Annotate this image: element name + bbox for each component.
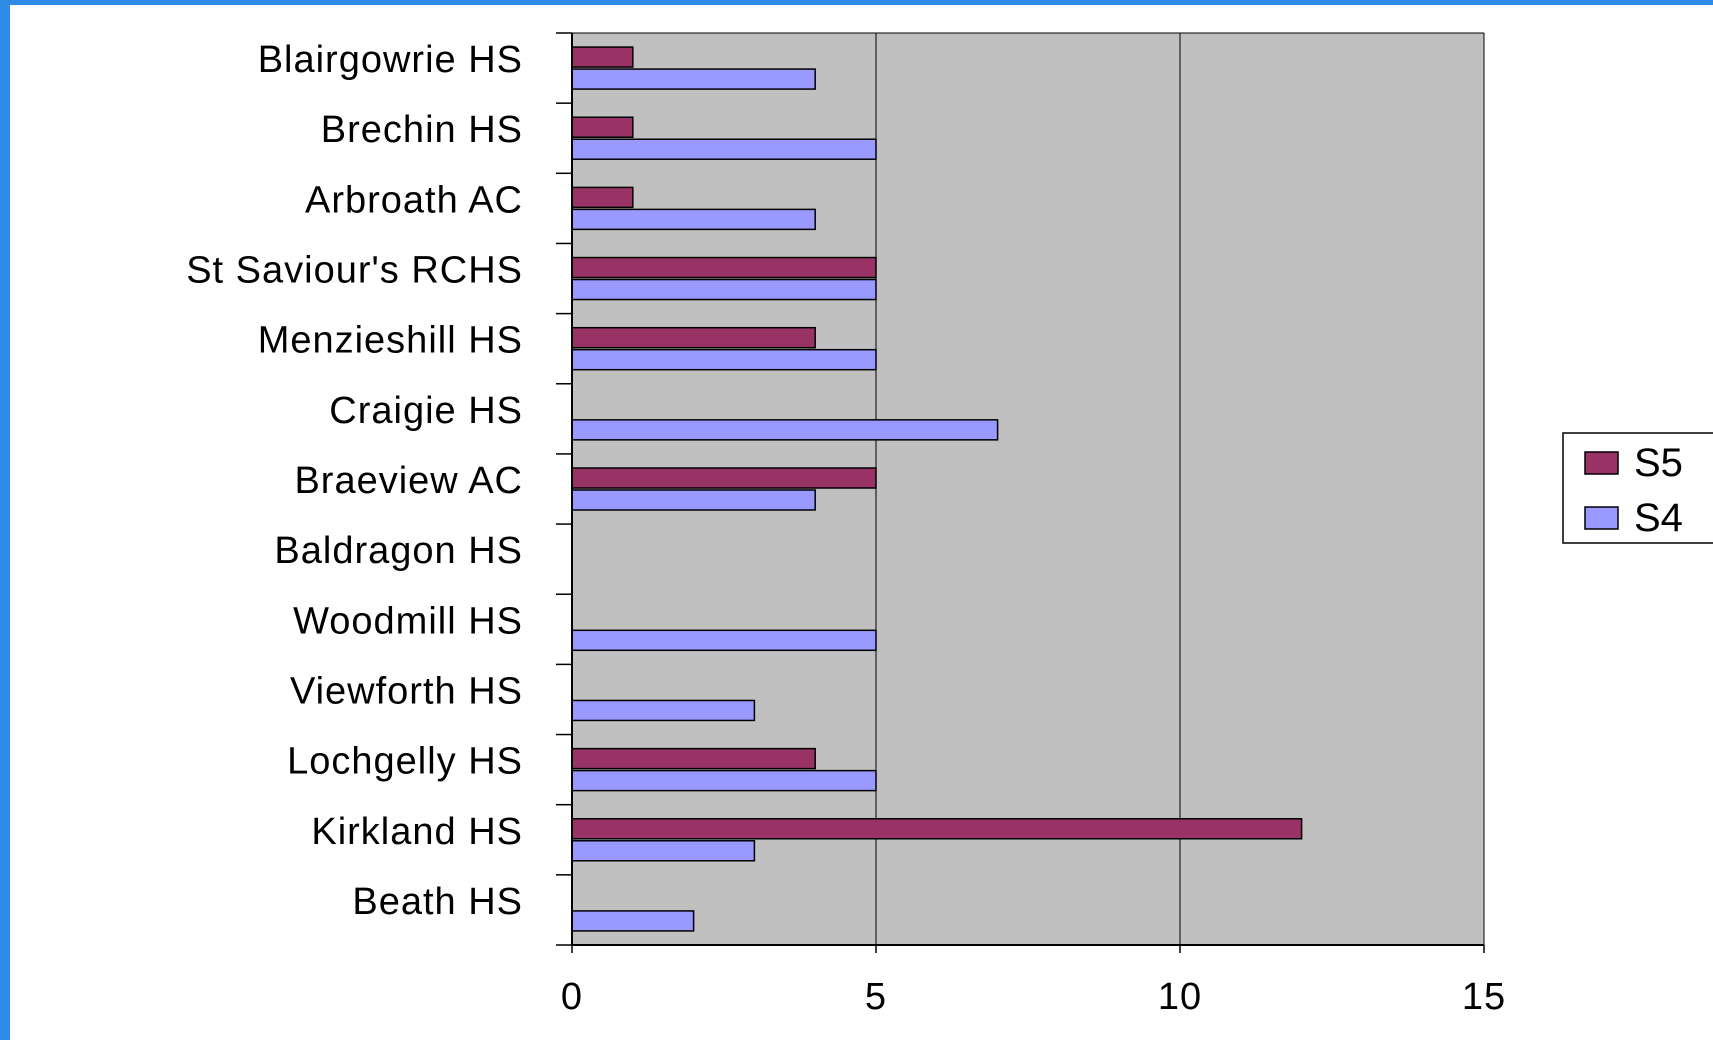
category-label-5: Craigie HS — [329, 390, 523, 432]
plot-background — [572, 33, 1484, 945]
legend: S5 S4 — [1562, 432, 1713, 544]
bar-s4-9 — [571, 699, 756, 722]
bar-s4-0 — [571, 68, 816, 90]
category-label-3: St Saviour's RCHS — [186, 250, 523, 292]
category-label-0: Blairgowrie HS — [258, 39, 523, 81]
axes — [556, 32, 1485, 953]
bar-s5-0 — [571, 46, 634, 68]
category-label-4: Menzieshill HS — [258, 320, 523, 362]
bar-chart: Blairgowrie HS Brechin HS Arbroath AC St Sa… — [186, 32, 1713, 1018]
legend-label-s5: S5 — [1634, 441, 1683, 485]
category-label-1: Brechin HS — [321, 109, 523, 151]
bar-s5-11 — [571, 818, 1303, 840]
bar-s5-4 — [571, 326, 816, 349]
bar-s4-6 — [571, 489, 816, 511]
bar-s5-3 — [571, 256, 877, 279]
bar-s4-3 — [571, 278, 877, 301]
x-tick-label-15: 15 — [1462, 976, 1506, 1018]
bar-s4-11 — [571, 840, 756, 862]
legend-swatch-s5 — [1584, 451, 1619, 475]
category-label-2: Arbroath AC — [305, 179, 523, 221]
category-labels: Blairgowrie HS Brechin HS Arbroath AC St Sa… — [186, 39, 523, 923]
x-tick-label-0: 0 — [561, 976, 583, 1018]
bar-s5-1 — [571, 116, 634, 138]
legend-swatch-s4 — [1584, 506, 1619, 530]
bar-s4-12 — [571, 910, 695, 932]
category-label-6: Braeview AC — [294, 460, 523, 502]
bar-s4-8 — [571, 629, 877, 652]
bar-s5-2 — [571, 186, 634, 209]
category-label-10: Lochgelly HS — [287, 741, 523, 783]
bar-s4-4 — [571, 348, 877, 371]
category-label-8: Woodmill HS — [293, 600, 523, 642]
x-tick-labels: 0 5 10 15 — [561, 976, 1506, 1018]
category-label-11: Kirkland HS — [311, 811, 523, 853]
bar-s4-5 — [571, 419, 999, 441]
legend-label-s4: S4 — [1634, 496, 1683, 540]
x-tick-label-5: 5 — [865, 976, 887, 1018]
x-tick-label-10: 10 — [1158, 976, 1202, 1018]
plot-area — [572, 33, 1484, 945]
bar-s4-2 — [571, 208, 816, 231]
category-label-7: Baldragon HS — [274, 530, 523, 572]
category-label-12: Beath HS — [352, 881, 523, 923]
category-label-9: Viewforth HS — [290, 670, 523, 712]
bar-s5-6 — [571, 467, 877, 489]
bar-s4-10 — [571, 769, 877, 792]
bar-s5-10 — [571, 747, 816, 770]
bar-s4-1 — [571, 138, 877, 160]
